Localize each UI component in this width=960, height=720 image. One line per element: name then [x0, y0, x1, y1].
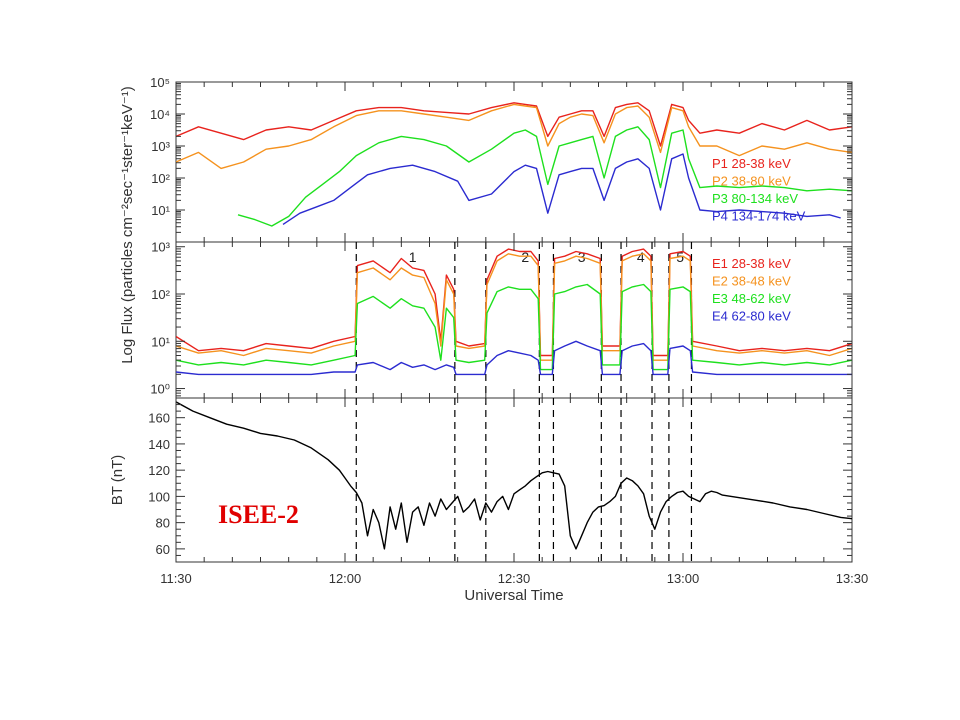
axis-ticks: 11:30 12:00 12:30 13:00 13:30 10¹ 10² 10³ 10⁴ 10⁵…	[148, 75, 868, 586]
x-tick-label: 12:30	[498, 571, 531, 586]
y-tick-label: 140	[148, 437, 170, 452]
x-tick-label: 11:30	[160, 571, 192, 586]
legend-entry: E1 28-38 keV	[712, 256, 791, 271]
y-tick-label: 10²	[151, 171, 170, 186]
data-series	[176, 102, 852, 550]
y-tick-label: 10³	[151, 139, 170, 154]
y-tick-label: 10⁰	[150, 382, 170, 397]
y-tick-label: 60	[156, 542, 170, 557]
legend-entry: P4 134-174 keV	[712, 209, 806, 224]
legend-entry: P2 38-80 keV	[712, 174, 791, 189]
y-tick-label: 10³	[151, 240, 170, 255]
y-tick-label: 10²	[151, 287, 170, 302]
y-tick-label: 80	[156, 516, 170, 531]
series-line	[176, 103, 852, 170]
series-line	[237, 126, 852, 227]
y-tick-label: 10⁴	[150, 107, 170, 122]
y-axis-label-bt: BT (nT)	[109, 455, 126, 506]
series-line	[176, 401, 852, 550]
y-tick-label: 100	[148, 489, 170, 504]
series-line	[176, 283, 852, 371]
series-line	[176, 340, 852, 376]
y-tick-label: 10⁵	[150, 75, 170, 90]
y-tick-label: 120	[148, 463, 170, 478]
y-tick-label: 10¹	[151, 203, 170, 218]
legend-entry: E3 48-62 keV	[712, 291, 791, 306]
y-tick-label: 160	[148, 411, 170, 426]
event-label: 1	[409, 249, 417, 265]
x-axis-label: Universal Time	[464, 587, 563, 604]
y-axis-label-flux: Log Flux (particles cm⁻²sec⁻¹ster⁻¹keV⁻¹…	[119, 86, 136, 364]
legend-entry: P3 80-134 keV	[712, 191, 798, 206]
series-line	[176, 253, 852, 361]
event-label: 4	[637, 249, 645, 265]
x-tick-label: 12:00	[329, 571, 362, 586]
event-label: 2	[521, 249, 529, 265]
legend-entry: P1 28-38 keV	[712, 156, 791, 171]
series-line	[176, 102, 852, 147]
isee-annotation: ISEE-2	[218, 500, 299, 529]
legends: P1 28-38 keV P2 38-80 keV P3 80-134 keV P4 …	[712, 156, 806, 324]
x-tick-label: 13:00	[667, 571, 700, 586]
legend-entry: E2 38-48 keV	[712, 274, 791, 289]
series-line	[282, 153, 841, 225]
x-tick-label: 13:30	[836, 571, 869, 586]
y-tick-label: 10¹	[151, 334, 170, 349]
panel-frame-3	[175, 397, 853, 563]
legend-entry: E4 62-80 keV	[712, 309, 791, 324]
